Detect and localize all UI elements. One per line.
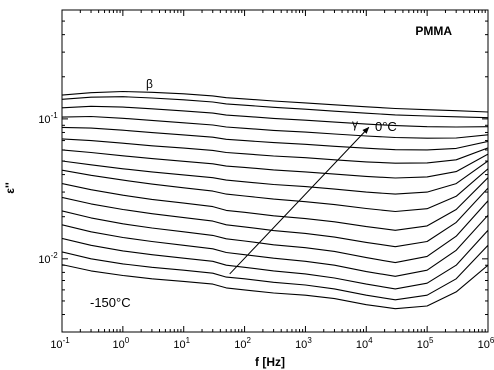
x-tick-label: 101 (173, 336, 190, 351)
temperature-arrow (229, 126, 370, 275)
series-line-11 (62, 138, 488, 164)
x-tick-label: 100 (113, 336, 130, 351)
plot-frame (61, 9, 489, 333)
sample-label: PMMA (415, 24, 452, 38)
series-lines (62, 90, 488, 310)
series-line-6 (62, 187, 488, 248)
series-line-7 (62, 177, 488, 231)
y-tick-label: 10-2 (38, 251, 58, 266)
gamma-label: γ (352, 117, 358, 131)
series-line-16 (62, 90, 488, 113)
y-tick-label: 10-1 (38, 111, 58, 126)
x-tick-label: 106 (478, 336, 494, 351)
temperature-high-label: 0°C (375, 119, 397, 134)
x-tick-label: 105 (417, 336, 434, 351)
series-line-4 (62, 214, 488, 277)
series-line-9 (62, 160, 488, 195)
x-tick-label: 102 (234, 336, 251, 351)
x-tick-labels: 10-1 100 101 102 103 104 105 106 (50, 336, 494, 351)
series-line-15 (62, 96, 488, 119)
y-tick-labels: 10-2 10-1 (38, 111, 58, 266)
series-line-12 (62, 126, 488, 151)
x-tick-label: 10-1 (50, 336, 70, 351)
series-line-14 (62, 105, 488, 128)
temperature-low-label: -150°C (90, 295, 131, 310)
x-tick-label: 104 (356, 336, 373, 351)
series-line-1 (62, 264, 488, 310)
y-axis-label: ε'' (3, 182, 17, 194)
series-line-10 (62, 149, 488, 179)
series-line-13 (62, 115, 488, 139)
series-line-3 (62, 229, 488, 290)
beta-label: β (146, 77, 153, 91)
x-tick-label: 103 (295, 336, 312, 351)
x-axis-label: f [Hz] (255, 355, 285, 369)
series-line-8 (62, 168, 488, 213)
series-line-2 (62, 244, 488, 301)
axis-ticks (61, 10, 489, 333)
